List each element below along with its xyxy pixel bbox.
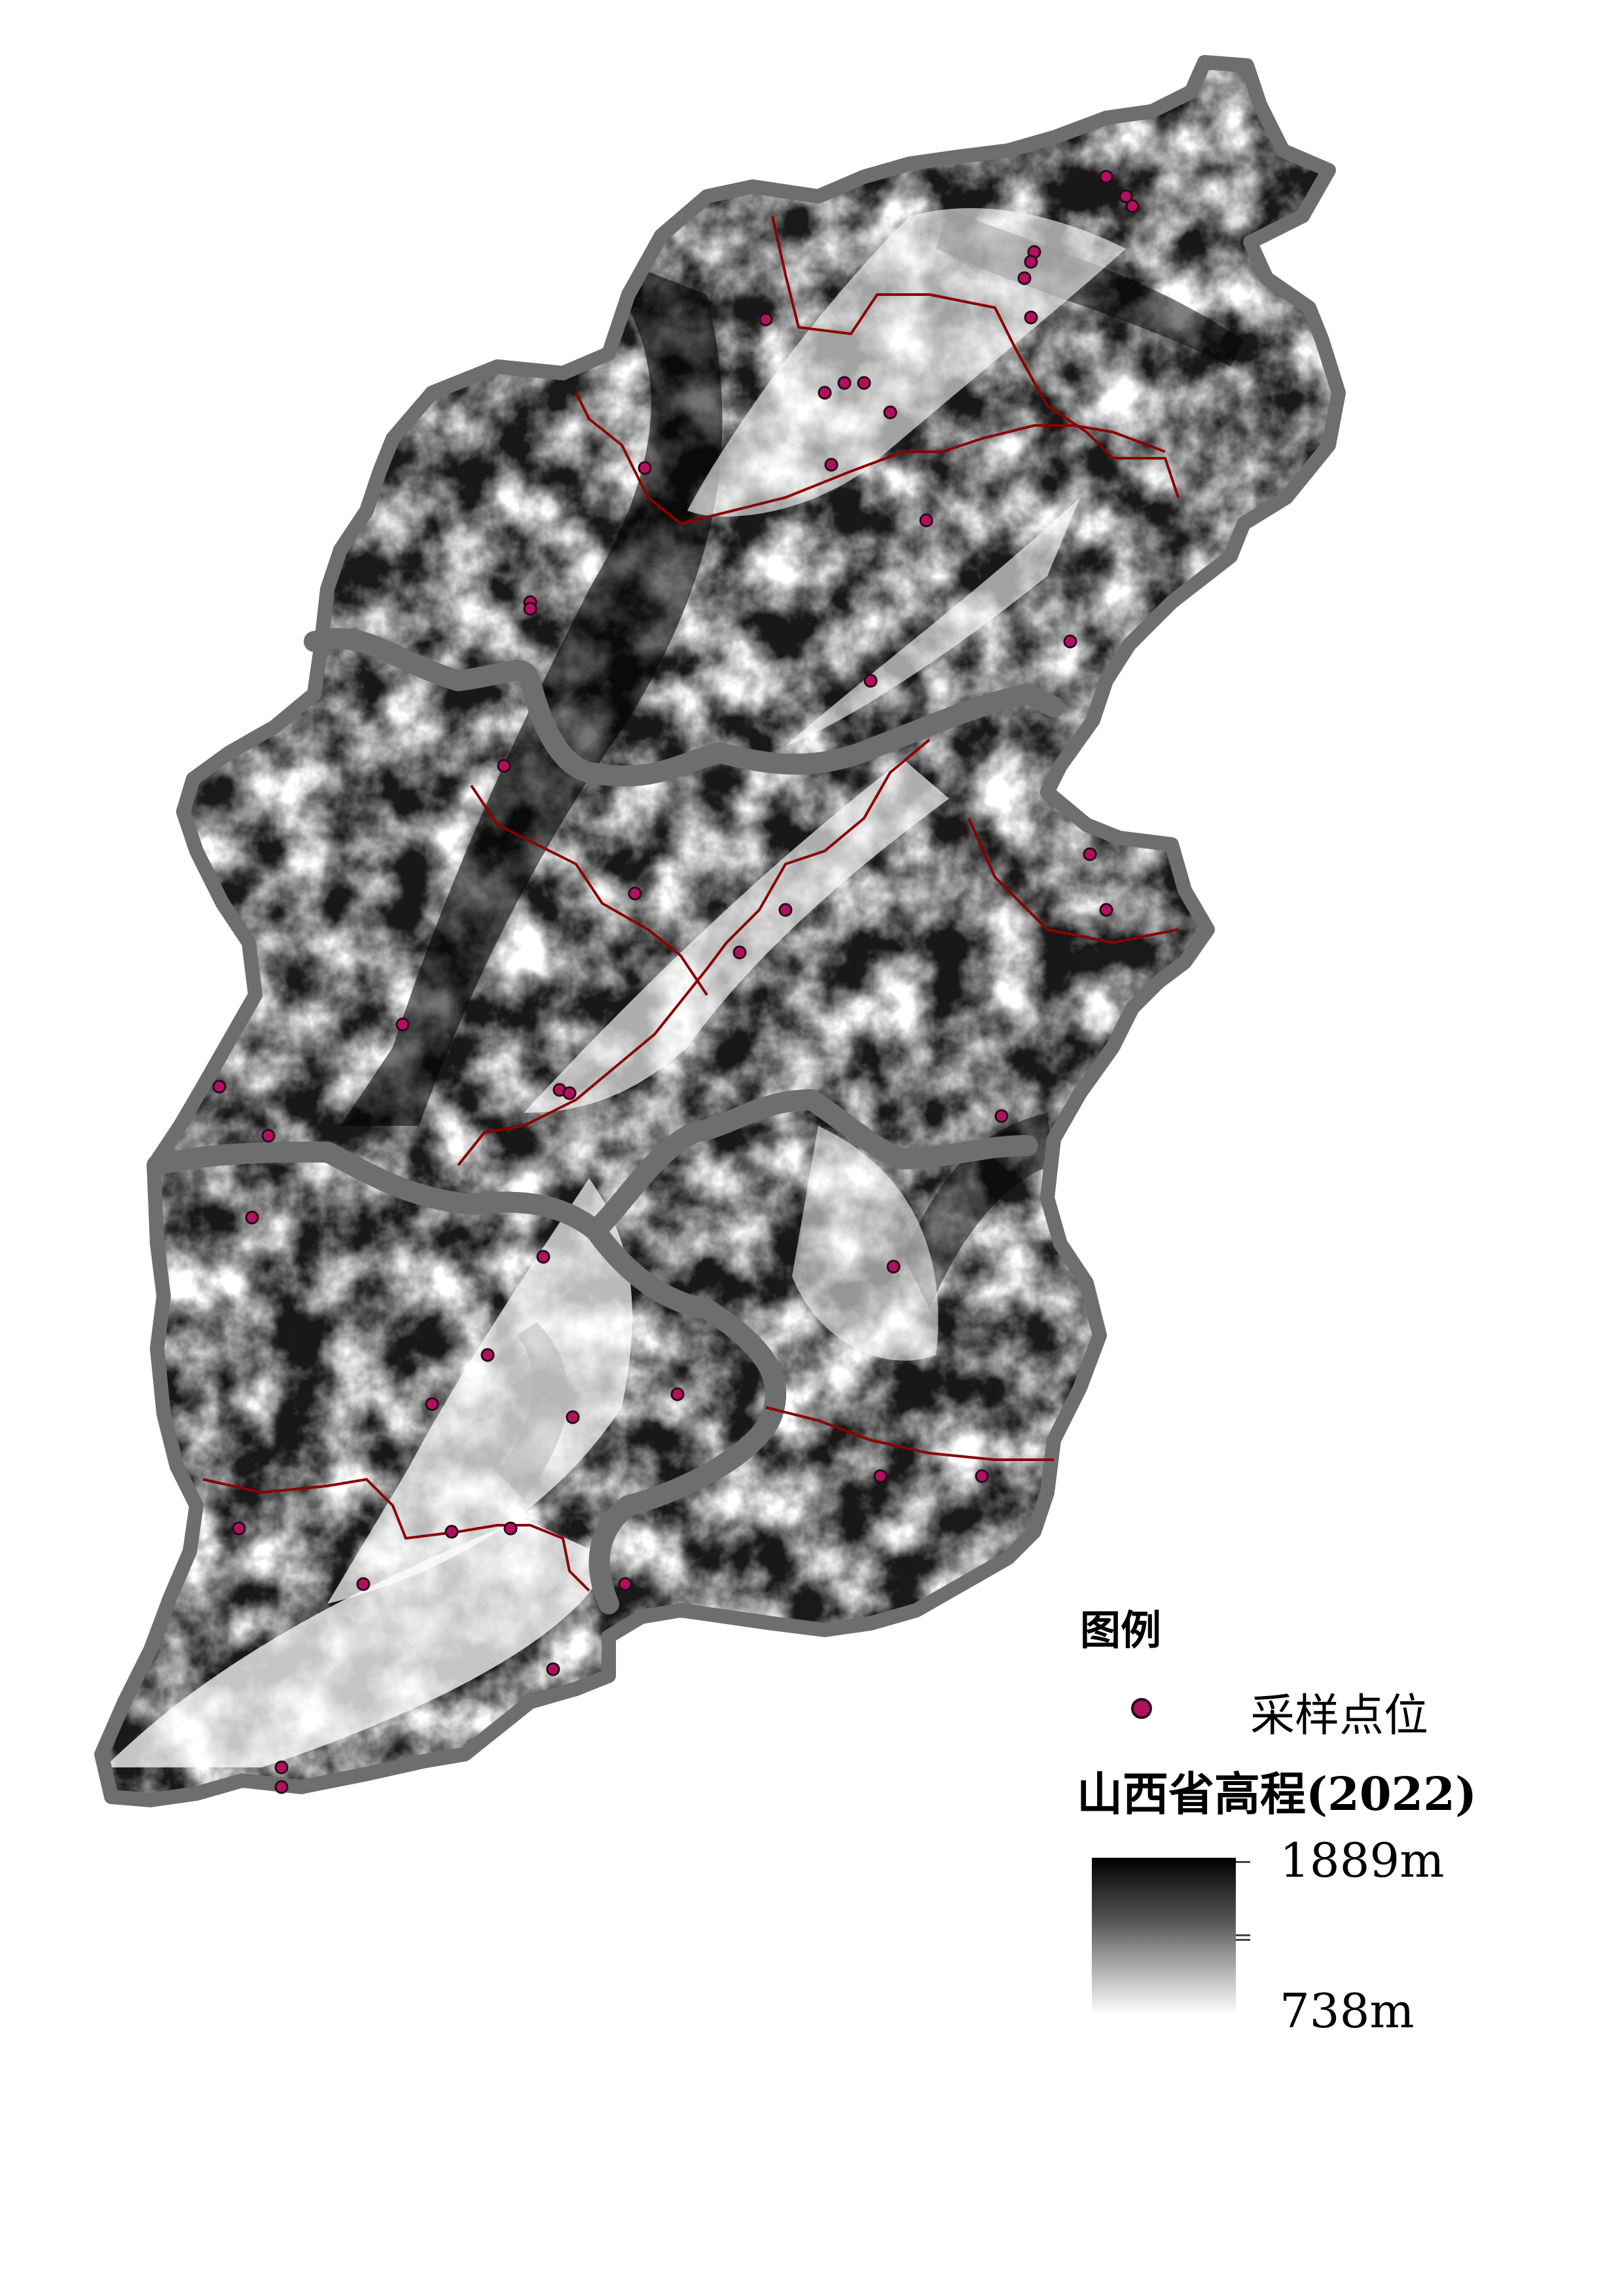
elevation-color-ramp [1092, 1858, 1236, 2015]
legend-title: 图例 [1080, 1606, 1162, 1654]
sample-point-symbol [1131, 1698, 1152, 1719]
city-boundaries [202, 215, 1180, 1592]
sample-point-label: 采样点位 [1250, 1690, 1429, 1742]
sample-points [212, 170, 1140, 1794]
region-boundaries [147, 628, 1064, 1614]
ramp-tick-top [1236, 1861, 1250, 1863]
elevation-min-label: 738m [1280, 1983, 1415, 2038]
ramp-tick-mid [1236, 1934, 1250, 1936]
ramp-tick-mid-2 [1236, 1939, 1250, 1941]
elevation-legend-title: 山西省高程(2022) [1077, 1767, 1477, 1821]
elevation-max-label: 1889m [1280, 1833, 1445, 1888]
